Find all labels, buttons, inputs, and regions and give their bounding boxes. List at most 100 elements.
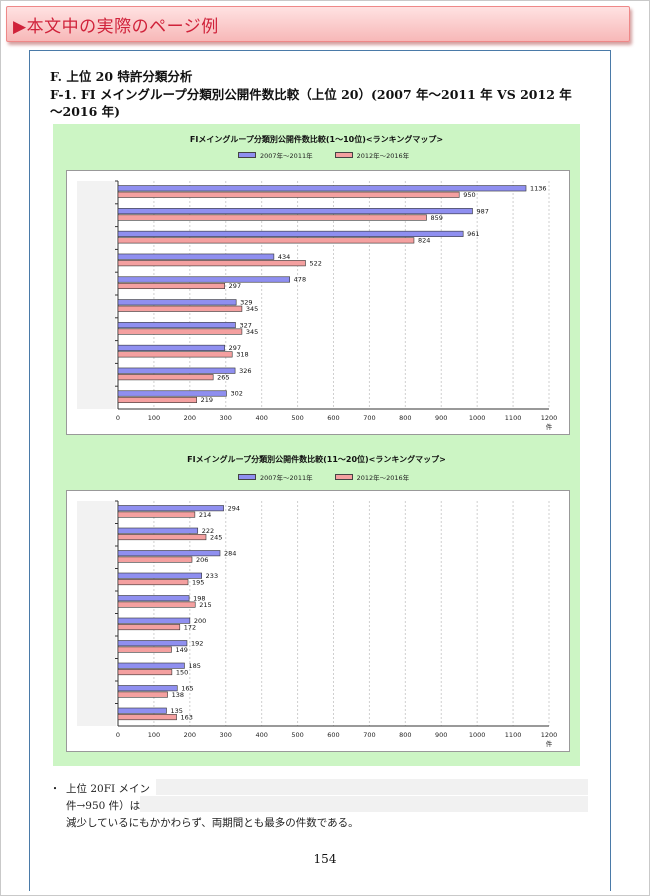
x-tick-label: 200 <box>184 731 196 739</box>
x-tick-label: 500 <box>291 414 303 422</box>
x-tick-label: 800 <box>399 414 411 422</box>
x-tick-label: 900 <box>435 731 447 739</box>
bar-series2 <box>117 601 196 608</box>
bar-series1 <box>117 617 191 624</box>
data-label: 987 <box>476 207 488 215</box>
bar-series2 <box>117 534 207 541</box>
masked-text-block <box>156 779 588 795</box>
legend-label-series2: 2012年～2016年 <box>356 474 410 482</box>
bar-series2 <box>117 646 172 653</box>
bar-series2 <box>117 691 168 698</box>
data-label: 345 <box>246 328 258 336</box>
data-label: 206 <box>196 556 208 564</box>
data-label: 245 <box>210 533 222 541</box>
bar-series2 <box>117 191 460 198</box>
chart1-legend: 2007年～2011年 2012年～2016年 <box>238 150 409 160</box>
data-label: 185 <box>188 662 200 670</box>
data-label: 165 <box>181 684 193 692</box>
data-label: 265 <box>217 373 229 381</box>
data-label: 172 <box>184 623 196 631</box>
data-label: 950 <box>463 191 475 199</box>
bar-series2 <box>117 328 243 335</box>
bar-series2 <box>117 579 189 586</box>
legend-label-series1: 2007年～2011年 <box>260 152 313 160</box>
paragraph-line2: 件→950 件）は <box>66 800 141 812</box>
paragraph-line3: 減少しているにもかかわらず、両期間とも最多の件数である。 <box>66 817 359 829</box>
legend-swatch-series1 <box>238 474 256 480</box>
bar-series2 <box>117 237 415 244</box>
bar-series2 <box>117 305 243 312</box>
legend-swatch-series1 <box>238 152 256 158</box>
legend-swatch-series2 <box>334 152 353 158</box>
x-tick-label: 700 <box>363 414 375 422</box>
bar-series1 <box>117 505 224 512</box>
section-heading: F. 上位 20 特許分類分析 <box>50 69 193 84</box>
bar-series1 <box>117 367 236 374</box>
x-axis-unit: 件 <box>546 739 553 748</box>
masked-category-labels <box>77 181 116 409</box>
bar-series2 <box>117 260 306 267</box>
paragraph-line1: 上位 20FI メイン <box>66 783 150 795</box>
data-label: 329 <box>240 299 252 307</box>
banner-title: ▶本文中の実際のページ例 <box>13 17 219 37</box>
x-tick-label: 100 <box>148 731 160 739</box>
data-label: 214 <box>199 511 211 519</box>
legend-label-series2: 2012年～2016年 <box>356 152 410 160</box>
x-tick-label: 0 <box>116 731 120 739</box>
bar-series1 <box>117 550 221 557</box>
bar-series1 <box>117 685 178 692</box>
page-number: 154 <box>313 852 337 866</box>
data-label: 302 <box>230 390 242 398</box>
legend-label-series1: 2007年～2011年 <box>260 474 313 482</box>
bar-series1 <box>117 208 473 215</box>
bar-series1 <box>117 572 202 579</box>
bar-series2 <box>117 714 177 721</box>
data-label: 219 <box>201 396 213 404</box>
bar-series1 <box>117 299 237 306</box>
bar-series2 <box>117 624 181 631</box>
x-tick-label: 1100 <box>505 414 522 422</box>
data-label: 326 <box>239 367 251 375</box>
figure-heading-line2: ～2016 年) <box>50 104 121 119</box>
data-label: 297 <box>229 344 241 352</box>
data-label: 163 <box>181 713 193 721</box>
masked-text-block <box>140 796 588 812</box>
x-tick-label: 400 <box>255 414 267 422</box>
legend-swatch-series2 <box>334 474 353 480</box>
data-label: 345 <box>246 305 258 313</box>
bar-series1 <box>117 595 190 602</box>
masked-category-labels <box>77 501 116 726</box>
bar-series2 <box>117 511 196 518</box>
data-label: 195 <box>192 578 204 586</box>
x-tick-label: 700 <box>363 731 375 739</box>
x-tick-label: 200 <box>184 414 196 422</box>
x-tick-label: 0 <box>116 414 120 422</box>
bar-series2 <box>117 556 193 563</box>
data-label: 824 <box>418 237 430 245</box>
bar-series1 <box>117 390 227 397</box>
x-tick-label: 900 <box>435 414 447 422</box>
x-tick-label: 1200 <box>541 731 558 739</box>
x-tick-label: 100 <box>148 414 160 422</box>
data-label: 198 <box>193 594 205 602</box>
data-label: 150 <box>176 668 188 676</box>
data-label: 478 <box>294 276 306 284</box>
x-tick-label: 600 <box>327 414 339 422</box>
chart2-svg: 0 100 200 300 400 500 600 700 800 900 1000 1100 1200… <box>77 500 558 748</box>
bar-series1 <box>117 276 290 283</box>
x-tick-label: 800 <box>399 731 411 739</box>
x-tick-label: 300 <box>220 731 232 739</box>
data-label: 318 <box>236 351 248 359</box>
x-tick-label: 500 <box>291 731 303 739</box>
bar-series2 <box>117 214 427 221</box>
chart1-plot: 0 100 200 300 400 500 600 700 800 900 1000 1100 1200… <box>66 170 570 435</box>
bar-series1 <box>117 527 199 534</box>
data-label: 138 <box>172 691 184 699</box>
data-label: 297 <box>229 282 241 290</box>
x-tick-label: 300 <box>220 414 232 422</box>
data-label: 222 <box>202 527 214 535</box>
bar-series1 <box>117 185 527 192</box>
x-tick-label: 1200 <box>541 414 558 422</box>
bar-series1 <box>117 253 275 260</box>
chart2-plot: 0 100 200 300 400 500 600 700 800 900 1000 1100 1200… <box>66 490 570 752</box>
